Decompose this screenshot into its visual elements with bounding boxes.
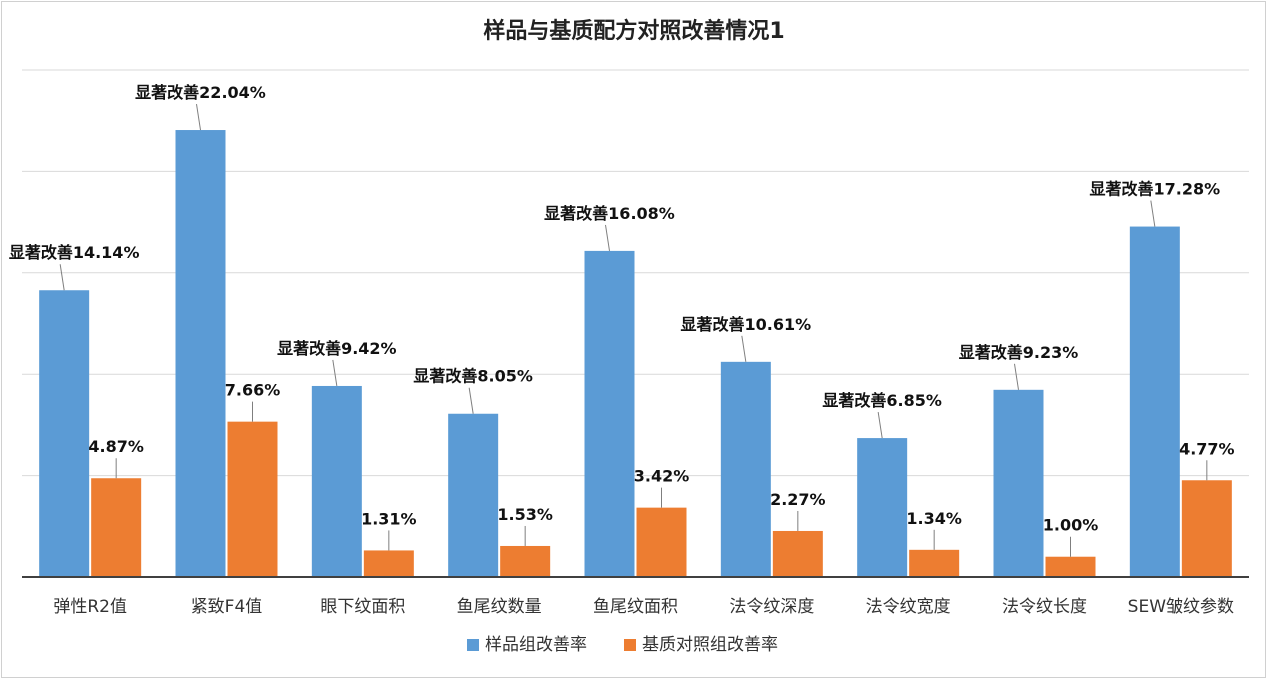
data-label-sample-4: 显著改善16.08% xyxy=(544,204,675,223)
bar-sample-4 xyxy=(584,250,635,578)
legend-swatch-sample xyxy=(467,639,479,651)
callout-line-sample-2 xyxy=(332,359,338,387)
callout-line-sample-5 xyxy=(741,335,747,362)
data-label-sample-0: 显著改善14.14% xyxy=(9,243,140,262)
chart-title: 样品与基质配方对照改善情况1 xyxy=(483,18,784,44)
bar-control-0 xyxy=(91,478,142,577)
data-label-sample-3: 显著改善8.05% xyxy=(413,367,533,386)
x-tick-label-4: 鱼尾纹面积 xyxy=(593,597,678,617)
legend-swatch-control xyxy=(624,639,636,651)
data-label-control-8: 4.77% xyxy=(1179,439,1235,458)
bar-control-3 xyxy=(500,545,551,577)
data-label-control-3: 1.53% xyxy=(497,505,553,524)
bar-control-8 xyxy=(1181,480,1232,577)
bar-sample-3 xyxy=(448,413,499,577)
data-label-control-5: 2.27% xyxy=(770,490,826,509)
data-label-sample-2: 显著改善9.42% xyxy=(277,339,397,358)
data-label-sample-6: 显著改善6.85% xyxy=(822,391,942,410)
data-label-control-2: 1.31% xyxy=(361,509,417,528)
data-label-sample-8: 显著改善17.28% xyxy=(1090,180,1221,199)
legend-label-control: 基质对照组改善率 xyxy=(642,635,778,655)
bar-sample-5 xyxy=(720,361,771,577)
callout-line-sample-1 xyxy=(196,103,201,131)
data-label-sample-5: 显著改善10.61% xyxy=(681,315,812,334)
callout-line-sample-0 xyxy=(59,264,65,291)
bar-control-1 xyxy=(227,421,278,577)
legend-label-sample: 样品组改善率 xyxy=(485,635,587,655)
callout-line-sample-7 xyxy=(1014,363,1019,390)
bar-sample-6 xyxy=(857,438,908,577)
x-tick-label-7: 法令纹长度 xyxy=(1002,597,1087,617)
x-tick-label-2: 眼下纹面积 xyxy=(320,597,405,617)
data-label-control-7: 1.00% xyxy=(1043,516,1099,535)
x-tick-label-8: SEW皱纹参数 xyxy=(1128,597,1234,617)
bar-sample-8 xyxy=(1129,226,1180,578)
callout-line-sample-3 xyxy=(468,387,474,414)
bar-sample-2 xyxy=(311,385,362,577)
callout-line-sample-8 xyxy=(1150,200,1156,227)
bar-sample-7 xyxy=(993,389,1044,577)
callout-line-sample-4 xyxy=(605,224,610,251)
bar-control-4 xyxy=(636,507,687,577)
callout-line-sample-6 xyxy=(877,412,883,439)
x-tick-label-5: 法令纹深度 xyxy=(729,597,814,617)
data-label-control-0: 4.87% xyxy=(88,437,144,456)
x-tick-label-0: 弹性R2值 xyxy=(53,597,127,617)
bar-control-7 xyxy=(1045,556,1096,577)
x-tick-label-1: 紧致F4值 xyxy=(191,597,263,617)
x-tick-label-3: 鱼尾纹数量 xyxy=(457,597,542,617)
bar-control-5 xyxy=(772,530,823,577)
bar-control-2 xyxy=(363,550,414,577)
data-label-control-1: 7.66% xyxy=(225,381,281,400)
data-label-control-4: 3.42% xyxy=(634,467,690,486)
x-tick-label-6: 法令纹宽度 xyxy=(866,597,951,617)
bar-control-6 xyxy=(909,549,960,577)
data-label-sample-1: 显著改善22.04% xyxy=(135,83,266,102)
data-label-sample-7: 显著改善9.23% xyxy=(959,343,1079,362)
bar-sample-0 xyxy=(39,290,90,577)
bar-sample-1 xyxy=(175,130,226,577)
data-label-control-6: 1.34% xyxy=(906,509,962,528)
